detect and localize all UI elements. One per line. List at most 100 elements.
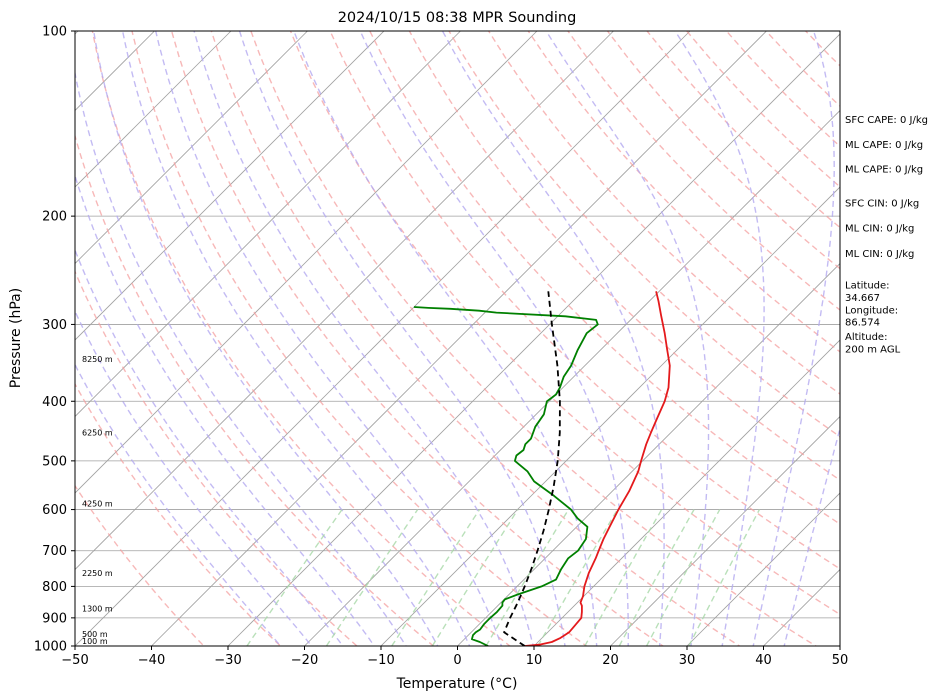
moist-adiabat-line <box>75 309 313 646</box>
isotherm-line <box>75 31 461 418</box>
isotherm-line <box>457 262 840 646</box>
dry-adiabat-line <box>567 31 840 311</box>
dry-adiabat-line <box>210 31 741 646</box>
dry-adiabat-line <box>170 31 665 646</box>
moist-adiabat-line <box>238 31 566 646</box>
height-label: 100 m <box>82 637 108 646</box>
x-tick-label: −40 <box>138 653 165 668</box>
x-tick-label: 10 <box>526 653 543 668</box>
height-label: 6250 m <box>82 428 113 437</box>
isotherm-line <box>75 31 308 265</box>
dry-adiabat-line <box>527 31 840 353</box>
y-tick-label: 900 <box>42 611 67 626</box>
info-text: ML CAPE: 0 J/kg <box>845 165 923 176</box>
dewpoint-line <box>413 306 599 646</box>
moist-adiabat-line <box>93 31 439 646</box>
x-tick-label: 30 <box>679 653 696 668</box>
mixing-ratio-line <box>688 509 761 646</box>
x-tick-label: −50 <box>61 653 88 668</box>
y-tick-label: 400 <box>42 395 67 410</box>
isotherm-line <box>533 339 840 646</box>
moist-adiabat-line <box>674 31 765 646</box>
y-axis-label: Pressure (hPa) <box>8 288 24 388</box>
info-text: 34.667 <box>845 293 880 304</box>
y-tick-label: 700 <box>42 544 67 559</box>
dry-adiabat-line <box>369 31 840 525</box>
height-label: 4250 m <box>82 500 113 509</box>
sounding-info-panel: SFC CAPE: 0 J/kg ML CAPE: 0 J/kg ML CAPE: … <box>845 115 928 356</box>
data-series <box>413 291 671 646</box>
mixing-ratio-line <box>485 509 570 646</box>
x-tick-label: 40 <box>755 653 772 668</box>
mixing-ratio-line <box>584 509 663 646</box>
isotherm-line <box>227 33 840 646</box>
info-text: Altitude: <box>845 332 887 343</box>
isotherm-line <box>0 31 2 646</box>
isotherm-line <box>380 186 840 646</box>
plot-frame <box>74 30 841 647</box>
height-label: 2250 m <box>82 569 113 578</box>
x-tick-label: −20 <box>291 653 318 668</box>
dry-adiabat-line <box>289 31 840 616</box>
temperature-line <box>524 291 671 646</box>
height-label: 8250 m <box>82 355 113 364</box>
mixing-ratio-line <box>645 509 721 646</box>
y-tick-label: 300 <box>42 318 67 333</box>
isotherm-line <box>75 31 614 571</box>
y-tick-label: 1000 <box>34 640 67 655</box>
isotherm-line <box>75 31 385 341</box>
isotherm-line <box>75 31 232 188</box>
mixing-ratio-line <box>537 509 619 646</box>
moist-adiabat-line <box>75 69 407 646</box>
dry-adiabat-line <box>329 31 840 570</box>
y-axis-ticks: 100 200 300 400 500 600 700 800 900 1000 <box>34 25 75 655</box>
moist-adiabat-line <box>293 31 598 646</box>
info-text: Latitude: <box>845 280 890 291</box>
dry-adiabat-line <box>91 31 512 646</box>
background-lines <box>0 31 840 646</box>
height-label: 1300 m <box>82 604 113 613</box>
isotherm-line <box>304 109 840 646</box>
x-tick-label: 0 <box>453 653 461 668</box>
mixing-ratio-line <box>246 509 343 646</box>
moist-adiabat-line <box>75 248 344 646</box>
parcel-line <box>503 291 561 646</box>
moist-adiabat-line <box>193 31 534 646</box>
mixing-ratio-line <box>391 509 481 646</box>
mixing-ratio-line <box>431 509 519 646</box>
isotherm-line <box>151 31 767 646</box>
y-tick-label: 800 <box>42 580 67 595</box>
height-label: 500 m <box>82 630 108 639</box>
x-tick-label: 50 <box>832 653 849 668</box>
isotherm-line <box>75 31 538 494</box>
moist-adiabat-line <box>359 31 629 646</box>
info-text: ML CAPE: 0 J/kg <box>845 140 923 151</box>
chart-title: 2024/10/15 08:38 MPR Sounding <box>338 10 577 26</box>
moist-adiabat-line <box>155 31 503 646</box>
info-text: SFC CAPE: 0 J/kg <box>845 115 928 126</box>
dry-adiabat-line <box>75 133 435 646</box>
info-text: Longitude: <box>845 306 898 317</box>
x-tick-label: 20 <box>602 653 619 668</box>
dry-adiabat-line <box>408 31 840 481</box>
info-text: ML CIN: 0 J/kg <box>845 249 914 260</box>
moist-adiabat-line <box>783 425 840 646</box>
info-text: 200 m AGL <box>845 344 901 355</box>
dry-adiabat-line <box>75 484 205 646</box>
moist-adiabat-line <box>441 31 665 646</box>
moist-adiabat-line <box>75 173 376 646</box>
mixing-ratio-line <box>325 509 419 646</box>
mixing-ratio-line <box>618 509 695 646</box>
dry-adiabat-line <box>75 269 358 646</box>
y-tick-label: 600 <box>42 503 67 518</box>
isotherm-line <box>75 31 691 646</box>
y-tick-label: 500 <box>42 454 67 469</box>
dry-adiabat-line <box>131 31 588 646</box>
dry-adiabat-line <box>75 382 282 646</box>
dry-adiabat-line <box>250 31 818 646</box>
moist-adiabat-line <box>121 31 471 646</box>
moist-adiabat-line <box>545 31 710 646</box>
info-text: SFC CIN: 0 J/kg <box>845 199 919 210</box>
moist-adiabat-line <box>752 31 835 646</box>
